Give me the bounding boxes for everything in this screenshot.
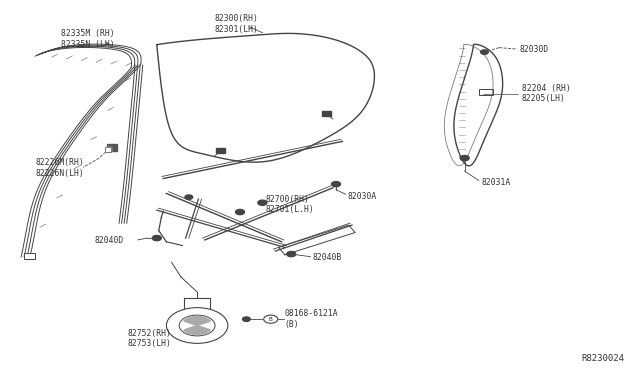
- Wedge shape: [184, 326, 211, 334]
- Bar: [24, 253, 35, 259]
- Circle shape: [185, 195, 193, 199]
- Circle shape: [460, 155, 469, 161]
- Bar: [24, 253, 35, 259]
- Circle shape: [461, 156, 468, 160]
- Circle shape: [258, 200, 267, 205]
- Circle shape: [243, 317, 250, 321]
- Circle shape: [481, 50, 488, 54]
- Bar: [216, 148, 225, 153]
- Text: 82752(RH)
82753(LH): 82752(RH) 82753(LH): [128, 329, 172, 348]
- Circle shape: [152, 235, 161, 241]
- Text: 08168-6121A
(B): 08168-6121A (B): [285, 310, 339, 329]
- Text: 82040D: 82040D: [95, 236, 124, 245]
- Bar: [479, 89, 493, 95]
- Circle shape: [287, 251, 296, 257]
- Text: 82040B: 82040B: [312, 253, 342, 262]
- Bar: [107, 144, 117, 151]
- Circle shape: [332, 182, 340, 187]
- Text: R8230024: R8230024: [581, 354, 624, 363]
- Text: B: B: [269, 317, 273, 322]
- Text: 82300(RH)
82301(LH): 82300(RH) 82301(LH): [214, 15, 259, 34]
- Text: 82226M(RH)
82226N(LH): 82226M(RH) 82226N(LH): [35, 158, 84, 178]
- Bar: [322, 111, 331, 116]
- Bar: [105, 147, 111, 152]
- Wedge shape: [184, 317, 211, 326]
- Text: 82335M (RH)
82335N (LH): 82335M (RH) 82335N (LH): [61, 29, 115, 49]
- Text: 82700(RH)
82701(L.H): 82700(RH) 82701(L.H): [266, 195, 314, 214]
- Text: 82204 (RH)
82205(LH): 82204 (RH) 82205(LH): [522, 84, 570, 103]
- Text: 82030D: 82030D: [520, 45, 549, 54]
- Text: 82030A: 82030A: [348, 192, 377, 201]
- Circle shape: [236, 209, 244, 215]
- Bar: [105, 147, 111, 152]
- Text: 82031A: 82031A: [481, 178, 511, 187]
